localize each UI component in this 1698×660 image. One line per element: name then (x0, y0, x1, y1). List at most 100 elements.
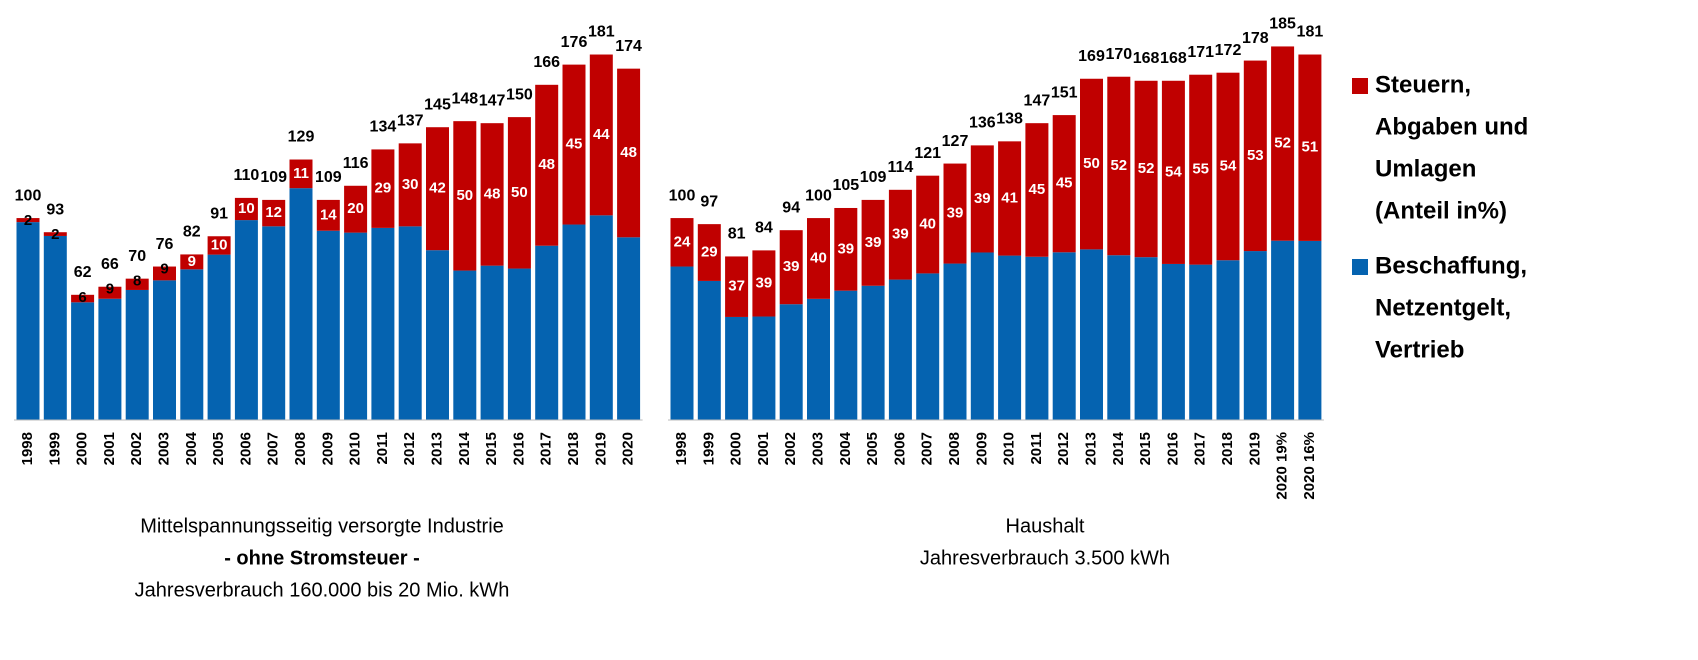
bar-segment-taxes (617, 68, 641, 238)
total-label: 100 (15, 187, 42, 204)
caption: Haushalt (1006, 515, 1085, 537)
x-tick-label: 2007 (919, 432, 936, 465)
bar-segment-base (1161, 263, 1185, 420)
caption: Jahresverbrauch 160.000 bis 20 Mio. kWh (135, 579, 510, 601)
bar-segment-taxes (998, 141, 1022, 256)
total-label: 109 (860, 169, 887, 186)
x-tick-label: 2010 (347, 432, 364, 465)
x-tick-label: 1998 (19, 432, 36, 465)
total-label: 116 (343, 155, 369, 172)
total-label: 100 (805, 187, 832, 204)
bar-segment-base (507, 268, 531, 420)
bar-segment-taxes (98, 286, 122, 299)
x-tick-label: 2014 (1110, 431, 1127, 465)
share-label: 9 (188, 253, 196, 270)
bar-segment-base (589, 215, 613, 420)
bar-segment-base (453, 270, 477, 420)
bar-segment-taxes (1052, 115, 1076, 253)
x-tick-label: 2020 19% (1274, 432, 1291, 500)
x-tick-label: 2008 (292, 432, 309, 465)
bar-segment-taxes (398, 143, 422, 227)
share-label: 6 (78, 289, 86, 306)
share-label: 11 (293, 165, 309, 182)
total-label: 70 (128, 248, 146, 265)
bar-segment-taxes (153, 266, 176, 281)
bar-segment-base (262, 226, 286, 420)
x-tick-label: 2001 (101, 432, 118, 465)
bar-segment-taxes (1243, 60, 1267, 252)
total-label: 91 (210, 205, 228, 222)
x-tick-label: 2011 (374, 432, 391, 465)
bar-segment-base (697, 280, 721, 420)
share-label: 2 (51, 226, 59, 243)
x-tick-label: 2018 (565, 432, 582, 465)
share-label: 29 (375, 180, 392, 197)
bar-segment-base (998, 255, 1022, 420)
bar-segment-base (480, 265, 504, 420)
total-label: 178 (1242, 30, 1269, 47)
share-label: 52 (1138, 160, 1155, 177)
total-label: 109 (260, 169, 287, 186)
bar-segment-base (888, 279, 912, 420)
share-label: 48 (484, 185, 501, 202)
total-label: 62 (74, 264, 92, 281)
total-label: 169 (1078, 48, 1105, 65)
bar-segment-base (316, 230, 340, 420)
share-label: 39 (865, 234, 882, 251)
share-label: 50 (1083, 155, 1100, 172)
bar-segment-taxes (180, 254, 204, 270)
bar-segment-base (153, 280, 176, 420)
x-tick-label: 2014 (456, 431, 473, 465)
bar-segment-base (1134, 257, 1158, 420)
share-label: 39 (783, 258, 800, 275)
share-label: 44 (593, 126, 610, 143)
x-tick-label: 2010 (1001, 432, 1018, 465)
x-tick-label: 2012 (1055, 432, 1072, 465)
bar-segment-base (807, 298, 830, 420)
total-label: 176 (561, 34, 588, 51)
total-label: 82 (183, 224, 201, 241)
bar-segment-base (371, 227, 395, 420)
x-tick-label: 2004 (183, 431, 200, 465)
legend-label: Umlagen (1375, 155, 1476, 182)
share-label: 45 (1056, 175, 1073, 192)
share-label: 29 (701, 244, 718, 261)
x-tick-label: 2020 (620, 432, 637, 465)
total-label: 136 (969, 115, 996, 132)
share-label: 48 (620, 144, 637, 161)
x-tick-label: 2012 (401, 432, 418, 465)
legend-swatch (1352, 78, 1368, 94)
total-label: 150 (506, 86, 533, 103)
x-tick-label: 2015 (483, 432, 500, 465)
x-tick-label: 2005 (864, 432, 881, 465)
bar-segment-taxes (943, 163, 967, 264)
bar-segment-base (1189, 264, 1213, 420)
bar-segment-base (1271, 240, 1295, 420)
total-label: 181 (1297, 24, 1324, 41)
bar-segment-base (1080, 249, 1103, 420)
share-label: 30 (402, 176, 419, 193)
bar-segment-taxes (970, 145, 994, 253)
total-label: 151 (1051, 84, 1078, 101)
bar-segment-taxes (453, 121, 477, 271)
legend-label: Abgaben und (1375, 113, 1528, 140)
share-label: 14 (320, 206, 337, 223)
total-label: 138 (996, 111, 1023, 128)
x-tick-label: 1998 (673, 432, 690, 465)
legend-label: Steuern, (1375, 71, 1471, 98)
total-label: 137 (397, 113, 424, 130)
share-label: 45 (566, 136, 583, 153)
bar-segment-taxes (344, 185, 368, 233)
bar-segment-base (562, 224, 586, 420)
x-tick-label: 2002 (128, 432, 145, 465)
x-tick-label: 2009 (319, 432, 336, 465)
bar-segment-taxes (71, 294, 95, 303)
total-label: 168 (1160, 50, 1187, 67)
share-label: 9 (106, 281, 114, 298)
bar-segment-taxes (371, 149, 395, 228)
x-tick-label: 2000 (74, 432, 91, 465)
bar-segment-taxes (779, 230, 803, 305)
bar-segment-base (426, 250, 449, 420)
total-label: 170 (1105, 46, 1132, 63)
